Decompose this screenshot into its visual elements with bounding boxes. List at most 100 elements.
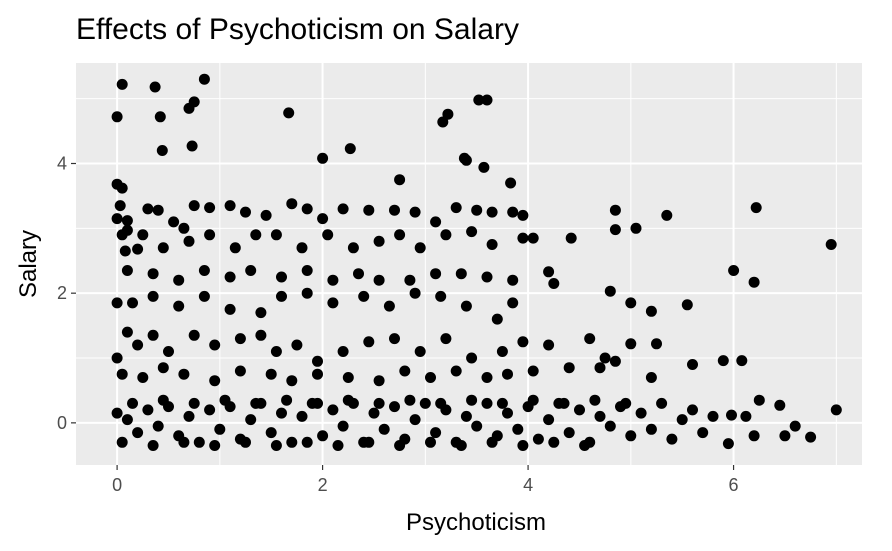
data-point [245,265,257,276]
data-point [245,414,257,426]
data-point [543,414,555,426]
data-point [198,290,210,302]
data-point [119,245,131,257]
data-point [337,346,349,357]
data-point [224,200,236,212]
data-point [214,423,226,435]
data-point [517,209,529,221]
data-point [736,355,748,367]
data-point [265,368,277,380]
data-point [532,433,544,445]
data-point [389,204,400,216]
data-point [178,436,190,448]
data-point [584,333,596,345]
data-point [183,410,195,422]
data-point [142,404,154,416]
data-point [717,355,729,367]
data-point [347,242,359,254]
data-point [132,243,144,255]
y-axis-label: Salary [15,230,42,298]
data-point [156,145,168,156]
data-point [154,111,166,123]
data-point [789,420,801,432]
data-point [204,202,216,214]
data-point [707,410,719,422]
data-point [466,226,478,238]
data-point [137,229,149,241]
data-point [579,440,591,451]
data-point [563,362,575,374]
data-point [548,436,560,448]
data-point [748,430,760,442]
data-point [722,438,734,450]
data-point [116,368,128,380]
data-point [121,215,133,227]
data-point [460,410,472,422]
data-point [620,397,632,409]
data-point [353,268,364,280]
data-point [327,274,339,286]
data-point [317,152,329,164]
data-point [147,290,159,302]
data-point [440,333,452,345]
data-point [116,182,128,194]
data-point [152,204,164,216]
data-point [455,268,467,280]
data-point [270,440,282,451]
data-point [342,372,354,383]
data-point [198,265,210,276]
data-point [240,206,251,218]
data-point [666,433,678,445]
data-point [419,397,431,409]
data-point [507,274,519,286]
x-axis: 0 2 4 6 [112,465,739,495]
data-point [178,368,190,380]
data-point [173,300,185,312]
y-tick-label: 4 [57,154,67,174]
data-point [625,338,637,350]
data-point [260,209,272,221]
data-point [188,397,200,409]
data-point [127,397,138,409]
data-point [728,265,740,276]
data-point [291,339,303,351]
y-axis: 0 2 4 [57,154,76,433]
data-point [635,407,647,419]
data-point [491,313,503,325]
x-tick-label: 0 [112,475,122,495]
data-point [250,229,262,241]
data-point [111,297,123,309]
data-point [404,394,416,406]
data-point [157,394,169,406]
data-point [157,362,169,374]
data-point [281,394,293,406]
data-point [805,431,817,443]
data-point [435,397,447,409]
data-point [209,375,221,387]
data-point [317,430,329,442]
data-point [229,242,241,254]
data-point [466,394,478,406]
data-point [512,423,524,435]
data-point [312,397,323,409]
data-point [496,346,508,357]
x-tick-label: 2 [318,475,328,495]
data-point [486,206,498,218]
data-point [327,404,339,416]
data-point [502,407,513,419]
data-point [473,94,485,106]
data-point [656,397,668,409]
chart-title: Effects of Psychoticism on Salary [76,13,519,46]
data-point [486,239,498,250]
data-point [687,404,698,416]
data-point [507,206,519,218]
data-point [286,436,298,448]
data-point [121,265,133,276]
data-point [270,229,282,241]
data-point [378,423,390,435]
data-point [286,198,298,210]
data-point [327,297,339,309]
data-point [609,224,621,236]
data-point [363,204,375,216]
data-point [116,436,128,448]
